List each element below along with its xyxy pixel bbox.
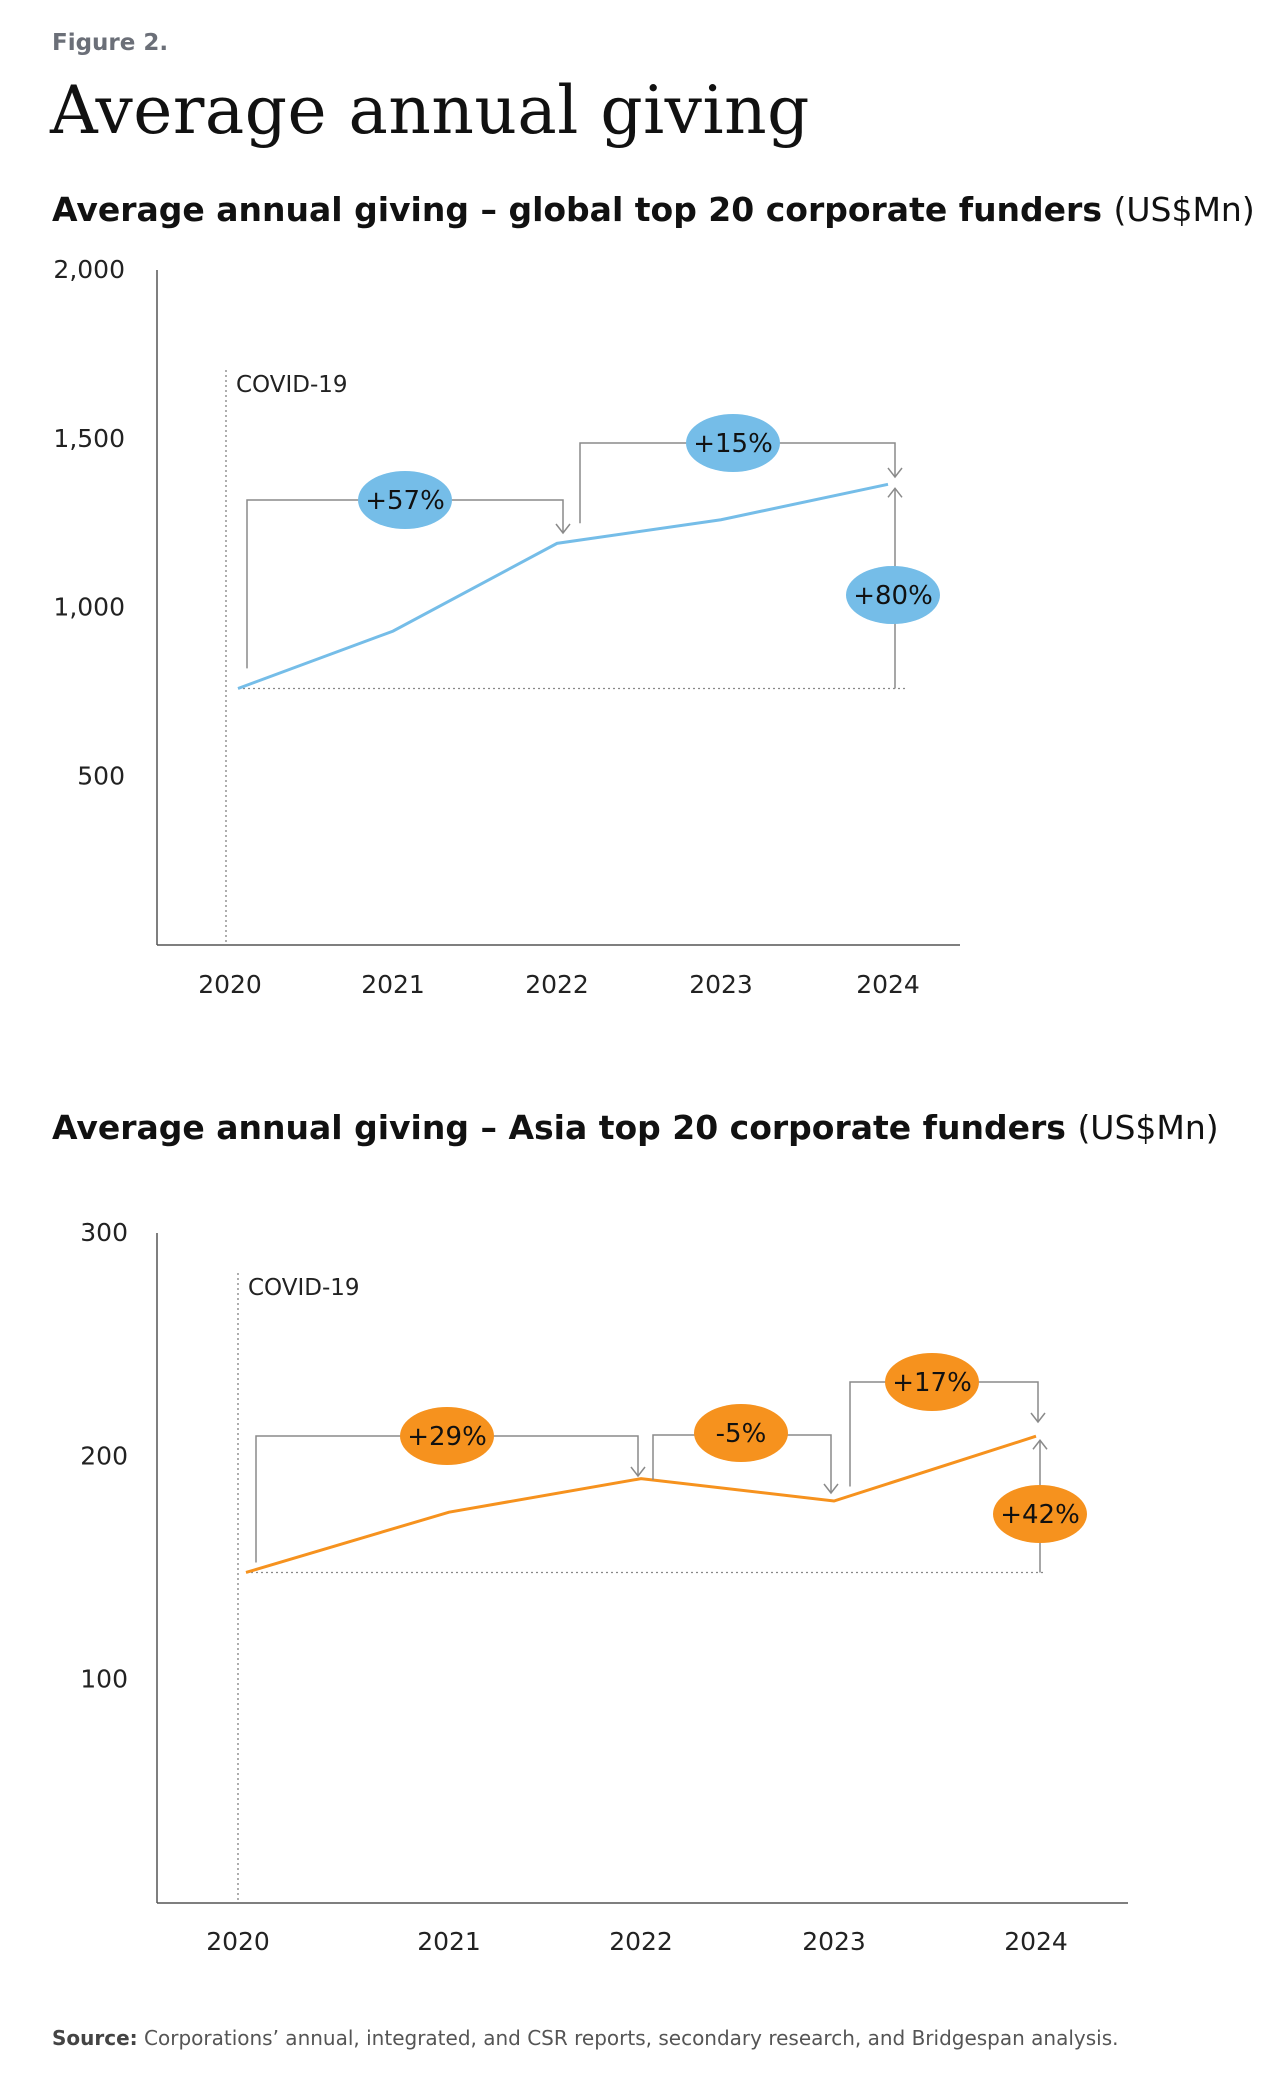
asia-x-tick-label: 2022 <box>609 1927 673 1956</box>
asia-chart-unit: (US$Mn) <box>1077 1108 1219 1147</box>
source-note: Source: Corporations’ annual, integrated… <box>52 2026 1119 2050</box>
global-change-label: +15% <box>693 429 773 459</box>
global-x-tick-label: 2021 <box>361 970 425 995</box>
asia-covid-marker-label: COVID-19 <box>248 1275 360 1301</box>
asia-y-tick-label: 200 <box>80 1441 128 1470</box>
source-label: Source: <box>52 2026 138 2050</box>
global-total-change-bubble <box>846 566 940 624</box>
global-change-label: +57% <box>365 486 445 516</box>
asia-total-change-arrow <box>1032 1439 1048 1450</box>
asia-total-change-bubble <box>993 1485 1087 1543</box>
global-line-chart: 500 1,000 1,500 2,000 2020 2021 2022 2023 2024 CO… <box>53 255 960 995</box>
global-x-tick-label: 2022 <box>525 970 589 995</box>
asia-bracket-arrow <box>630 1466 646 1478</box>
global-bracket-arrow <box>887 467 903 479</box>
global-x-tick-label: 2020 <box>198 970 262 995</box>
global-chart-title: Average annual giving – global top 20 co… <box>52 190 1255 229</box>
asia-bracket-arrow <box>823 1483 839 1495</box>
asia-change-bubble <box>694 1404 788 1462</box>
asia-bracket-arrow <box>1030 1412 1046 1424</box>
global-bracket-arrow <box>555 523 571 535</box>
asia-chart-title: Average annual giving – Asia top 20 corp… <box>52 1108 1219 1147</box>
asia-series-line <box>245 1434 1037 1574</box>
asia-x-tick-label: 2021 <box>417 1927 481 1956</box>
asia-x-tick-label: 2023 <box>802 1927 866 1956</box>
global-y-tick-label: 1,000 <box>53 593 125 622</box>
global-total-change-label: +80% <box>853 581 933 611</box>
global-y-tick-label: 2,000 <box>53 255 125 284</box>
source-text: Corporations’ annual, integrated, and CS… <box>144 2026 1119 2050</box>
global-covid-marker-label: COVID-19 <box>236 372 348 398</box>
global-x-tick-label: 2024 <box>856 970 920 995</box>
asia-chart-title-text: Average annual giving – Asia top 20 corp… <box>52 1108 1066 1147</box>
asia-x-tick-label: 2020 <box>206 1927 270 1956</box>
asia-x-tick-label: 2024 <box>1004 1927 1068 1956</box>
global-total-change-arrow <box>887 487 903 498</box>
asia-change-label: +17% <box>892 1368 972 1398</box>
global-x-tick-label: 2023 <box>689 970 753 995</box>
asia-change-bubble <box>400 1407 494 1465</box>
asia-change-label: +29% <box>407 1422 487 1452</box>
global-chart-title-text: Average annual giving – global top 20 co… <box>52 190 1102 229</box>
global-change-bubble <box>686 414 780 472</box>
global-y-tick-label: 1,500 <box>53 424 125 453</box>
asia-line-chart: 100 200 300 2020 2021 2022 2023 2024 COVID-19 +29… <box>80 1218 1128 1956</box>
figure-label: Figure 2. <box>52 30 169 56</box>
asia-change-bubble <box>885 1353 979 1411</box>
asia-y-tick-label: 100 <box>80 1665 128 1694</box>
asia-y-tick-label: 300 <box>80 1218 128 1247</box>
global-y-tick-label: 500 <box>77 761 125 790</box>
asia-total-change-label: +42% <box>1000 1500 1080 1530</box>
asia-change-label: -5% <box>716 1419 767 1449</box>
global-change-bubble <box>358 471 452 529</box>
page-title: Average annual giving <box>50 72 810 149</box>
global-chart-unit: (US$Mn) <box>1113 190 1255 229</box>
